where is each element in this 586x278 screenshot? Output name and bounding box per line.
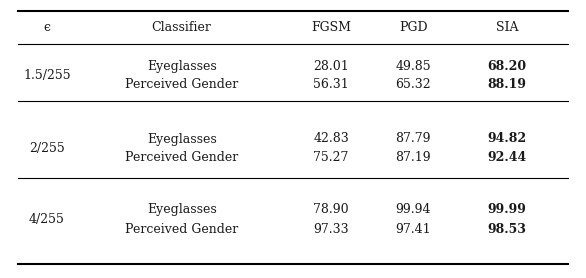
Text: 98.53: 98.53: [488, 223, 526, 236]
Text: 78.90: 78.90: [314, 203, 349, 216]
Text: 97.41: 97.41: [396, 223, 431, 236]
Text: SIA: SIA: [496, 21, 518, 34]
Text: ϵ: ϵ: [43, 21, 50, 34]
Text: 87.19: 87.19: [396, 151, 431, 163]
Text: FGSM: FGSM: [311, 21, 351, 34]
Text: 94.82: 94.82: [488, 133, 526, 145]
Text: 28.01: 28.01: [313, 60, 349, 73]
Text: Eyeglasses: Eyeglasses: [146, 133, 217, 145]
Text: 49.85: 49.85: [396, 60, 431, 73]
Text: 88.19: 88.19: [488, 78, 526, 91]
Text: 99.94: 99.94: [396, 203, 431, 216]
Text: 97.33: 97.33: [314, 223, 349, 236]
Text: 68.20: 68.20: [488, 60, 526, 73]
Text: 42.83: 42.83: [313, 133, 349, 145]
Text: Perceived Gender: Perceived Gender: [125, 78, 239, 91]
Text: 65.32: 65.32: [396, 78, 431, 91]
Text: Perceived Gender: Perceived Gender: [125, 223, 239, 236]
Text: Classifier: Classifier: [152, 21, 212, 34]
Text: 92.44: 92.44: [488, 151, 526, 163]
Text: PGD: PGD: [399, 21, 427, 34]
Text: 56.31: 56.31: [313, 78, 349, 91]
Text: 4/255: 4/255: [29, 213, 65, 226]
Text: Eyeglasses: Eyeglasses: [146, 60, 217, 73]
Text: 2/255: 2/255: [29, 142, 65, 155]
Text: 1.5/255: 1.5/255: [23, 69, 71, 82]
Text: 99.99: 99.99: [488, 203, 526, 216]
Text: Perceived Gender: Perceived Gender: [125, 151, 239, 163]
Text: 75.27: 75.27: [314, 151, 349, 163]
Text: Eyeglasses: Eyeglasses: [146, 203, 217, 216]
Text: 87.79: 87.79: [396, 133, 431, 145]
